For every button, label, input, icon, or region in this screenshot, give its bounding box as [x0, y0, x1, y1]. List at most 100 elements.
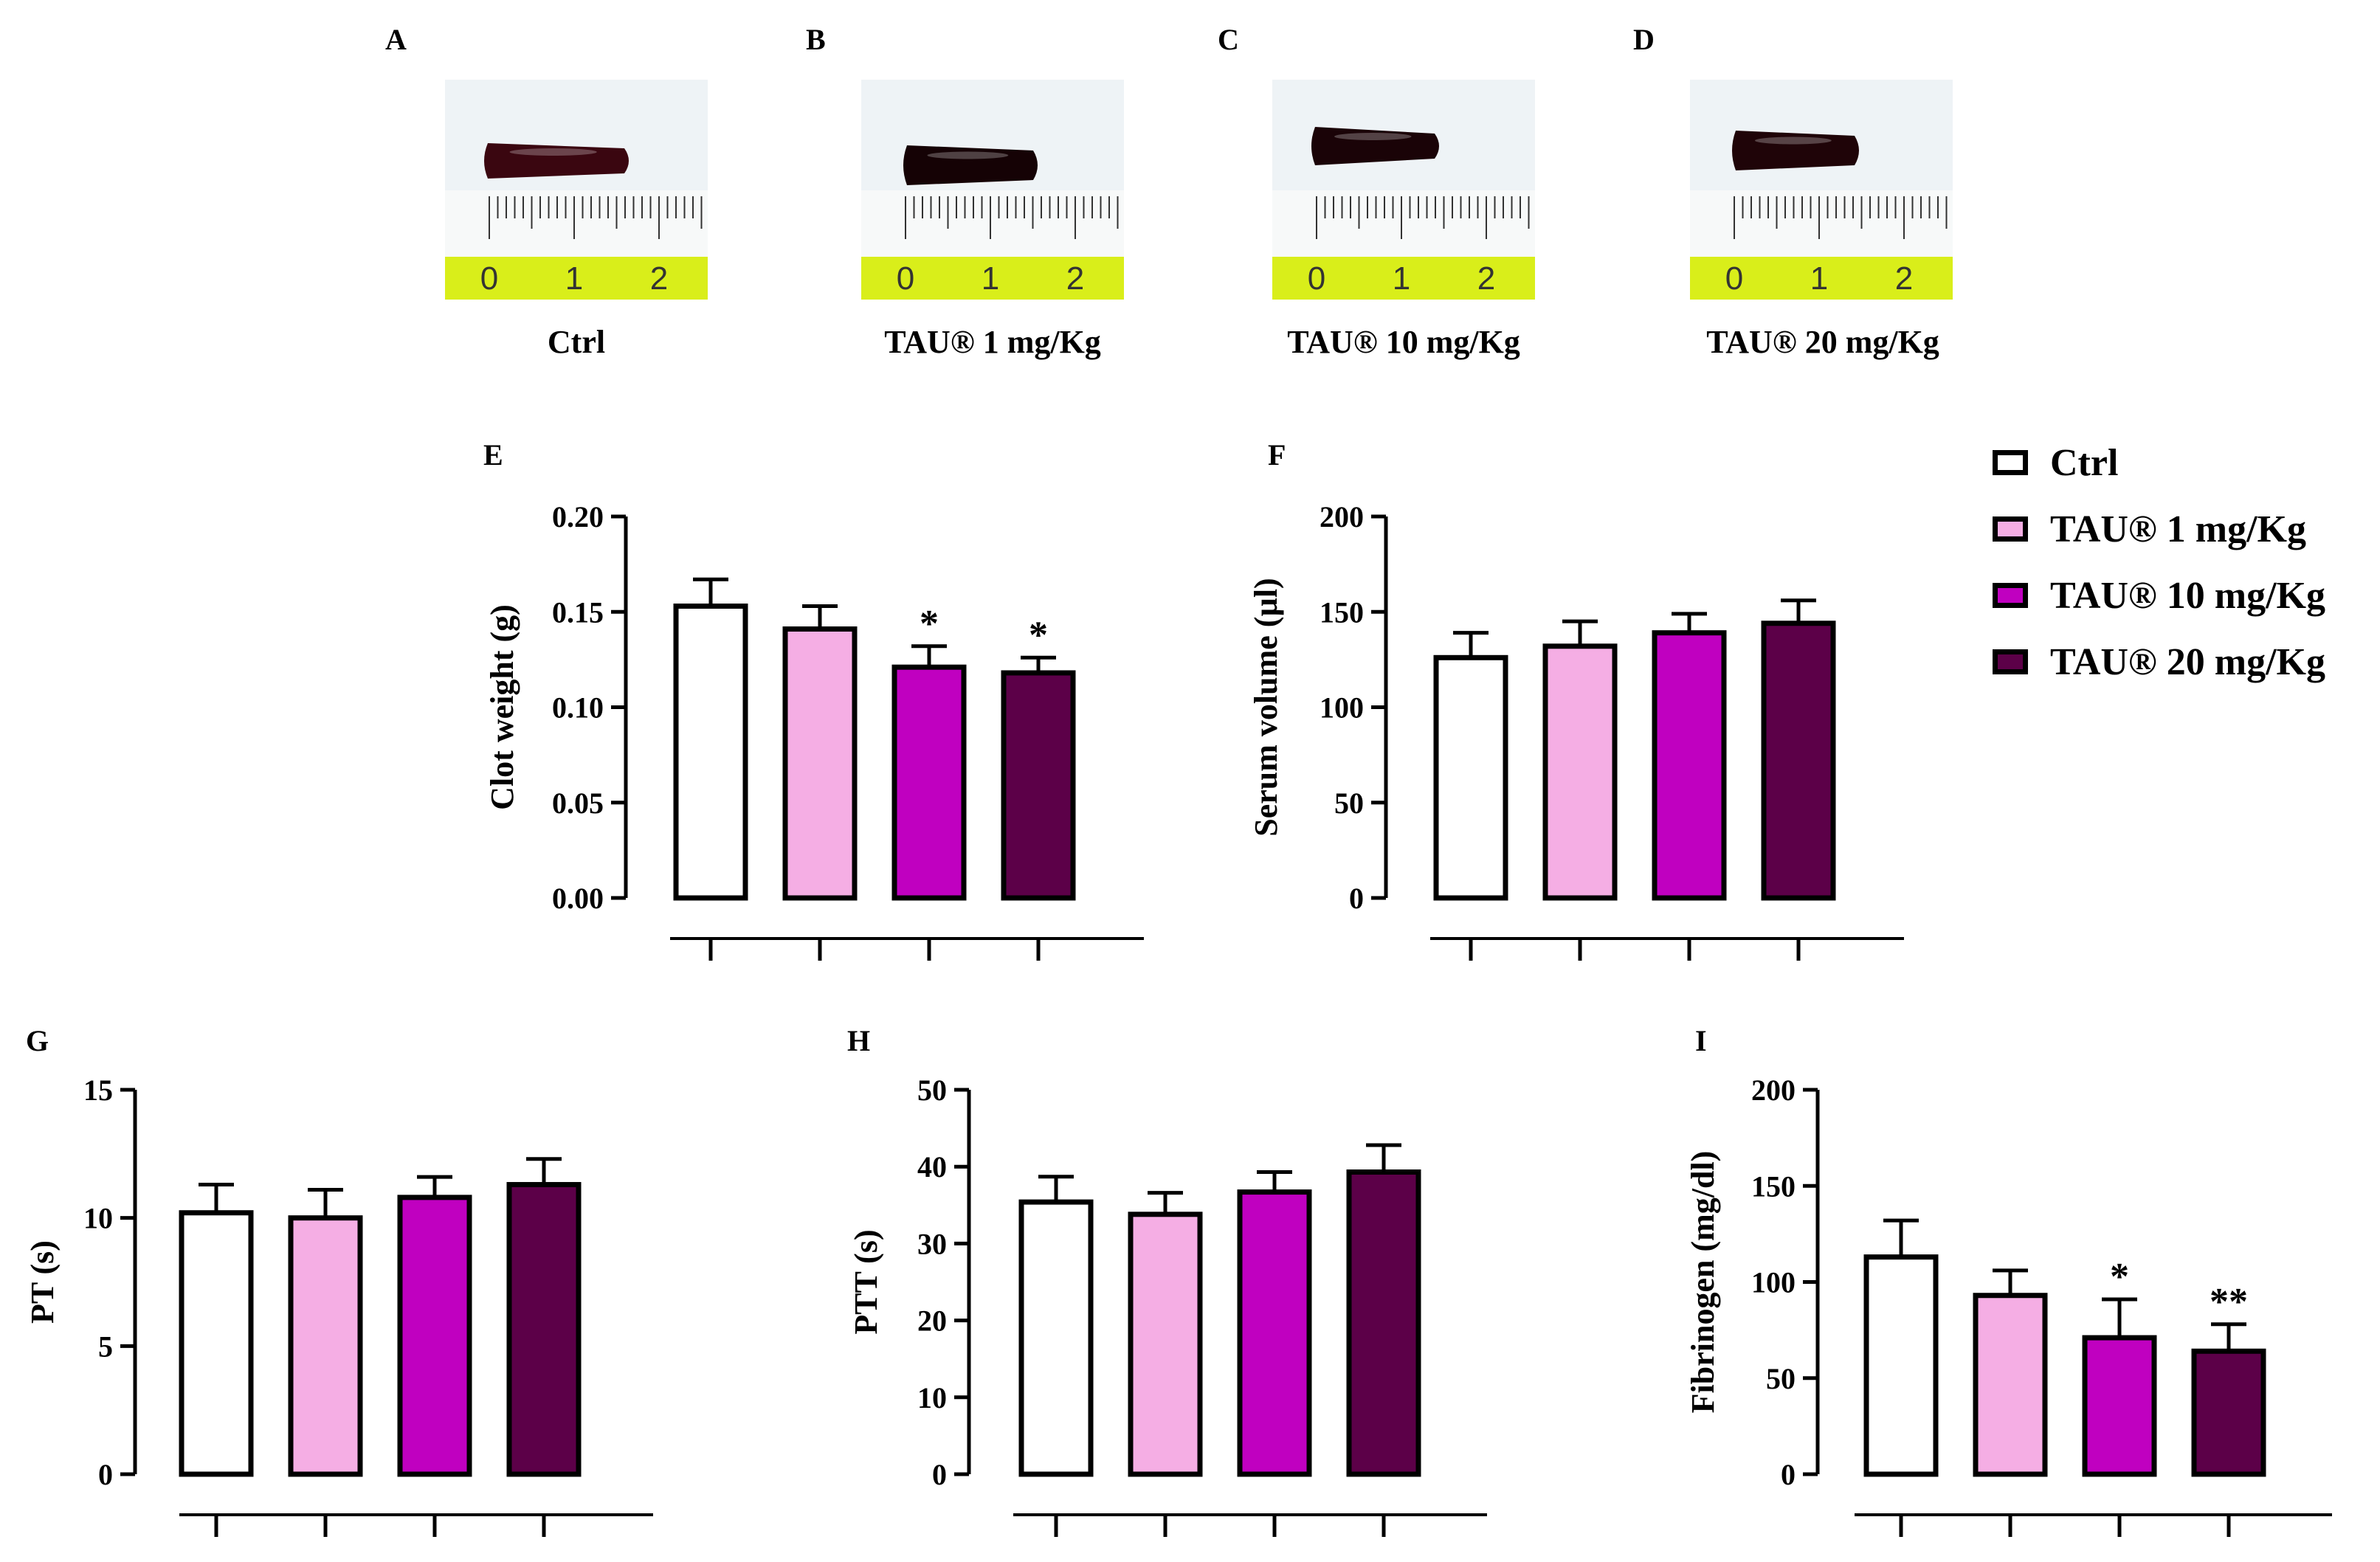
photo-caption: TAU® 10 mg/Kg — [1287, 324, 1520, 360]
y-tick-label: 150 — [1751, 1169, 1796, 1203]
bar — [1433, 654, 1508, 901]
panel-letter: A — [385, 23, 407, 56]
bar — [1761, 621, 1836, 901]
bar — [1346, 1169, 1421, 1477]
clot-highlight — [927, 151, 1009, 159]
ruler-yellow-band — [445, 257, 708, 300]
bar — [179, 1210, 254, 1477]
blood-clot — [484, 143, 629, 179]
bar — [1652, 630, 1727, 901]
panel-letter: I — [1695, 1024, 1707, 1057]
y-tick-label: 100 — [1751, 1266, 1796, 1299]
chart-panel-f: F 0 50 100 150 200 Serum volume (µl) — [1248, 438, 1904, 961]
legend-label: Ctrl — [2050, 441, 2119, 484]
panel-letter: D — [1633, 23, 1655, 56]
photo-canvas: 0 1 2 — [445, 80, 708, 300]
y-tick-label: 15 — [83, 1074, 113, 1107]
clot-photo: 0 1 2 — [445, 80, 708, 300]
y-tick-label: 0.00 — [552, 882, 604, 915]
legend-item-tau-1: TAU® 1 mg/Kg — [1993, 496, 2325, 562]
bar — [2191, 1348, 2266, 1477]
significance-marker: * — [2110, 1256, 2129, 1298]
panel-letter: F — [1268, 438, 1286, 471]
ruler-digit: 0 — [897, 260, 914, 297]
ruler-digit: 2 — [1477, 260, 1495, 297]
y-tick-label: 10 — [83, 1202, 113, 1235]
clot-highlight — [509, 148, 597, 156]
legend-swatch — [1993, 649, 2028, 674]
bar — [288, 1215, 363, 1477]
ruler-digit: 0 — [1308, 260, 1325, 297]
panel-letter: G — [26, 1024, 49, 1057]
y-tick-label: 50 — [917, 1074, 947, 1107]
ruler-yellow-band — [1690, 257, 1953, 300]
legend-swatch — [1993, 450, 2028, 475]
bar — [397, 1195, 472, 1477]
ruler-digit: 0 — [480, 260, 498, 297]
y-tick-label: 0.05 — [552, 787, 604, 820]
panel-letter: H — [847, 1024, 870, 1057]
bar — [1542, 643, 1618, 901]
y-tick-label: 200 — [1751, 1074, 1796, 1107]
y-axis-label: Fibrinogen (mg/dl) — [1685, 1151, 1721, 1414]
blood-clot — [903, 145, 1038, 185]
legend-item-tau-20: TAU® 20 mg/Kg — [1993, 629, 2325, 695]
ruler-digit: 0 — [1725, 260, 1743, 297]
bar — [1237, 1189, 1312, 1477]
y-axis-label: Clot weight (g) — [484, 604, 520, 810]
chart-panel-g: G 0 5 10 15 PT (s) — [24, 1024, 653, 1537]
photo-caption: TAU® 20 mg/Kg — [1706, 324, 1939, 360]
legend-swatch — [1993, 583, 2028, 608]
y-tick-label: 100 — [1320, 691, 1364, 725]
y-tick-label: 50 — [1334, 787, 1364, 820]
bar — [1018, 1199, 1094, 1477]
ruler-digit: 1 — [982, 260, 999, 297]
photo-caption: TAU® 1 mg/Kg — [884, 324, 1101, 360]
y-tick-label: 5 — [98, 1330, 113, 1363]
panel-letter: B — [806, 23, 826, 56]
ruler-digit: 2 — [650, 260, 668, 297]
photo-canvas: 0 1 2 — [1690, 80, 1953, 300]
blood-clot — [1732, 131, 1859, 170]
y-tick-label: 200 — [1320, 500, 1364, 533]
bar — [2082, 1335, 2157, 1477]
photo-canvas: 0 1 2 — [861, 80, 1124, 300]
y-tick-label: 0 — [98, 1458, 113, 1491]
bar — [891, 664, 967, 901]
bar — [1863, 1254, 1939, 1477]
legend-swatch — [1993, 516, 2028, 542]
y-axis-label: PTT (s) — [848, 1229, 884, 1334]
clot-photo: 0 1 2 — [861, 80, 1124, 300]
y-tick-label: 0 — [932, 1458, 947, 1491]
legend-label: TAU® 20 mg/Kg — [2050, 640, 2325, 683]
y-tick-label: 10 — [917, 1381, 947, 1414]
photo-canvas: 0 1 2 — [1272, 80, 1535, 300]
y-tick-label: 0 — [1349, 882, 1364, 915]
significance-marker: ** — [2210, 1281, 2248, 1323]
legend-label: TAU® 1 mg/Kg — [2050, 508, 2306, 550]
panel-letter: E — [483, 438, 503, 471]
y-tick-label: 0 — [1781, 1458, 1796, 1491]
y-tick-label: 150 — [1320, 595, 1364, 629]
bar — [1973, 1293, 2048, 1477]
ruler-digit: 2 — [1066, 260, 1084, 297]
ruler-digit: 1 — [1393, 260, 1410, 297]
panel-letter: C — [1218, 23, 1239, 56]
photo-caption: Ctrl — [547, 324, 606, 360]
bar — [782, 626, 858, 901]
bar — [1001, 670, 1076, 901]
clot-highlight — [1754, 136, 1832, 145]
bar — [1128, 1212, 1203, 1477]
legend-label: TAU® 10 mg/Kg — [2050, 574, 2325, 617]
ruler-digit: 1 — [1810, 260, 1828, 297]
ruler-yellow-band — [1272, 257, 1535, 300]
clot-highlight — [1334, 133, 1412, 140]
clot-photo: 0 1 2 — [1272, 80, 1535, 300]
ruler-digit: 1 — [565, 260, 583, 297]
chart-panel-h: H 0 10 20 30 40 50 PTT (s) — [847, 1024, 1487, 1537]
y-axis-label: PT (s) — [24, 1240, 61, 1324]
y-tick-label: 0.15 — [552, 595, 604, 629]
significance-marker: * — [920, 603, 939, 645]
